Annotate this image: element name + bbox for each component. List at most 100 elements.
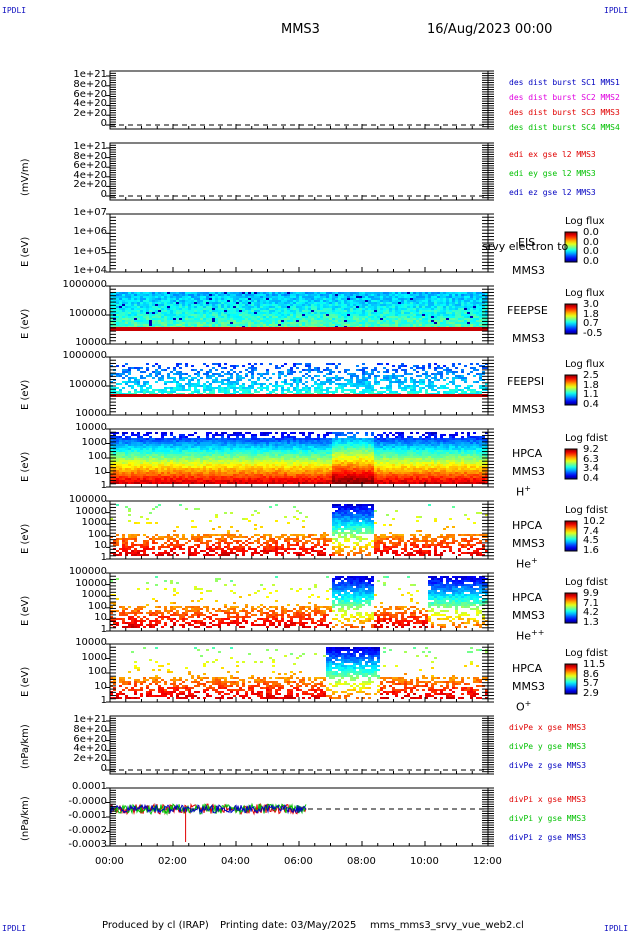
xtick-0: 00:00	[95, 856, 124, 867]
charge-label-hpca_h: +	[524, 484, 531, 493]
legend-des_dist-2: des dist burst SC3 MMS3	[509, 108, 620, 117]
ytick-hpca_h-1: 1000	[81, 436, 107, 448]
instrument-label-hpca_h: HPCA	[512, 447, 543, 460]
ytick-hpca_o-2: 100	[87, 666, 107, 677]
sc-label-hpca_he2: MMS3	[512, 609, 545, 622]
legend-des_dist-1: des dist burst SC2 MMS2	[509, 93, 620, 102]
ytick-hpca_he2-2: 1000	[81, 589, 107, 601]
cbar-title-hpca_h: Log fdist	[565, 433, 608, 444]
legend-divpe-1: divPe y gse MMS3	[509, 742, 587, 751]
cbar-tick-hpca_he1-1: 7.4	[583, 525, 599, 537]
ytick-hpca_he2-1: 10000	[75, 577, 107, 589]
spectrogram-hpca_he1	[110, 504, 488, 556]
ytick-eis-1: 1e+06	[73, 226, 107, 238]
ytick-hpca_he2-0: 100000	[68, 566, 107, 577]
panel-eis	[106, 213, 578, 273]
spectrogram-feepsi	[110, 363, 488, 397]
charge-label-hpca_o: +	[524, 699, 532, 708]
cbar-tick-hpca_o-0: 11.5	[583, 659, 606, 670]
cbar-tick-hpca_h-0: 9.2	[583, 444, 599, 455]
legend-divpi-2: divPi z gse MMS3	[509, 833, 587, 842]
ytick-hpca_h-3: 10	[94, 465, 107, 477]
panel-edi	[106, 142, 494, 201]
datetime-title: 16/Aug/2023 00:00	[427, 22, 553, 37]
colorbar-feepsi	[564, 374, 578, 406]
ytick-hpca_he1-0: 100000	[68, 494, 107, 505]
cbar-tick-hpca_o-3: 2.9	[583, 687, 599, 699]
corner-label-bottom-right: IPDLI	[604, 924, 629, 933]
sc-label-eis: MMS3	[512, 264, 545, 277]
ytick-edi-0: 1e+21	[73, 141, 107, 152]
ylabel-hpca_o: E (eV)	[20, 666, 31, 697]
footer-produced: Produced by cl (IRAP)	[102, 920, 209, 931]
cbar-tick-hpca_he2-1: 7.1	[583, 597, 599, 609]
divpi-series-1	[109, 802, 307, 816]
cbar-tick-hpca_h-3: 0.4	[583, 472, 599, 484]
ytick-des_dist-1: 8e+20	[73, 78, 107, 90]
species-label-hpca_o: O+	[516, 699, 532, 714]
legend-des_dist-3: des dist burst SC4 MMS4	[509, 123, 620, 132]
ytick-divpi-0: 0.0001	[72, 781, 107, 792]
cbar-tick-hpca_he2-3: 1.3	[583, 616, 599, 628]
ytick-des_dist-5: 0	[100, 118, 107, 129]
ytick-divpe-2: 6e+20	[73, 733, 107, 745]
cbar-title-eis: Log flux	[565, 216, 605, 227]
ytick-hpca_h-2: 100	[87, 451, 107, 462]
cbar-tick-eis-3: 0.0	[583, 255, 599, 267]
ytick-divpe-3: 4e+20	[73, 743, 107, 755]
cbar-tick-feepse-1: 1.8	[583, 308, 599, 320]
sc-label-hpca_h: MMS3	[512, 465, 545, 478]
cbar-tick-hpca_he1-2: 4.5	[583, 535, 599, 546]
cbar-tick-eis-1: 0.0	[583, 236, 599, 248]
xtick-3: 06:00	[284, 856, 313, 867]
ylabel-divpe: (nPa/km)	[20, 724, 31, 769]
colorbar-eis	[564, 231, 578, 263]
panel-feepse	[106, 285, 578, 345]
panel-feepsi	[106, 356, 578, 416]
ytick-hpca_he2-4: 10	[94, 612, 107, 624]
ytick-divpe-0: 1e+21	[73, 714, 107, 725]
xtick-5: 10:00	[410, 856, 439, 867]
legend-divpi-0: divPi x gse MMS3	[509, 795, 587, 804]
ytick-eis-3: 1e+04	[73, 265, 107, 276]
ytick-hpca_he1-2: 1000	[81, 517, 107, 529]
ytick-hpca_o-4: 1	[100, 695, 107, 706]
ytick-des_dist-2: 6e+20	[73, 88, 107, 100]
colorbar-hpca_he2	[564, 592, 578, 624]
legend-des_dist-0: des dist burst SC1 MMS1	[509, 78, 620, 87]
cbar-tick-feepse-0: 3.0	[583, 299, 599, 310]
panel-des_dist	[106, 70, 494, 130]
ytick-hpca_he2-3: 100	[87, 600, 107, 612]
ytick-feepsi-0: 1000000	[62, 350, 107, 361]
ytick-feepsi-2: 10000	[75, 408, 107, 419]
instrument-label-hpca_he1: HPCA	[512, 519, 543, 532]
sc-label-hpca_o: MMS3	[512, 680, 545, 693]
ytick-divpe-4: 2e+20	[73, 753, 107, 765]
sc-label-hpca_he1: MMS3	[512, 537, 545, 550]
cbar-title-hpca_he1: Log fdist	[565, 505, 608, 516]
cbar-tick-eis-2: 0.0	[583, 246, 599, 257]
ytick-divpi-2: -0.0001	[68, 810, 107, 821]
ytick-feepse-2: 10000	[75, 337, 107, 348]
ytick-feepse-1: 100000	[68, 308, 107, 319]
panel-hpca_h	[106, 428, 578, 488]
ytick-des_dist-4: 2e+20	[73, 108, 107, 120]
ytick-hpca_he1-4: 10	[94, 540, 107, 552]
footer-script-name: mms_mms3_srvy_vue_web2.cl	[370, 920, 524, 931]
ytick-feepse-0: 1000000	[62, 279, 107, 290]
colorbar-hpca_o	[564, 663, 578, 695]
corner-label-top-right: IPDLI	[604, 6, 629, 15]
ytick-feepsi-1: 100000	[68, 379, 107, 390]
ytick-hpca_he1-1: 10000	[75, 505, 107, 517]
ylabel-feepsi: E (eV)	[20, 379, 31, 410]
colorbar-hpca_he1	[564, 520, 578, 552]
cbar-tick-feepsi-1: 1.8	[583, 379, 599, 391]
ytick-hpca_he1-5: 1	[100, 552, 107, 563]
legend-divpe-0: divPe x gse MMS3	[509, 723, 587, 732]
ytick-hpca_o-1: 1000	[81, 651, 107, 663]
ytick-edi-1: 8e+20	[73, 150, 107, 162]
footer-printing-date: Printing date: 03/May/2025	[220, 920, 357, 931]
panel-frame-des_dist	[109, 70, 489, 130]
divpi-series-2	[109, 803, 307, 815]
